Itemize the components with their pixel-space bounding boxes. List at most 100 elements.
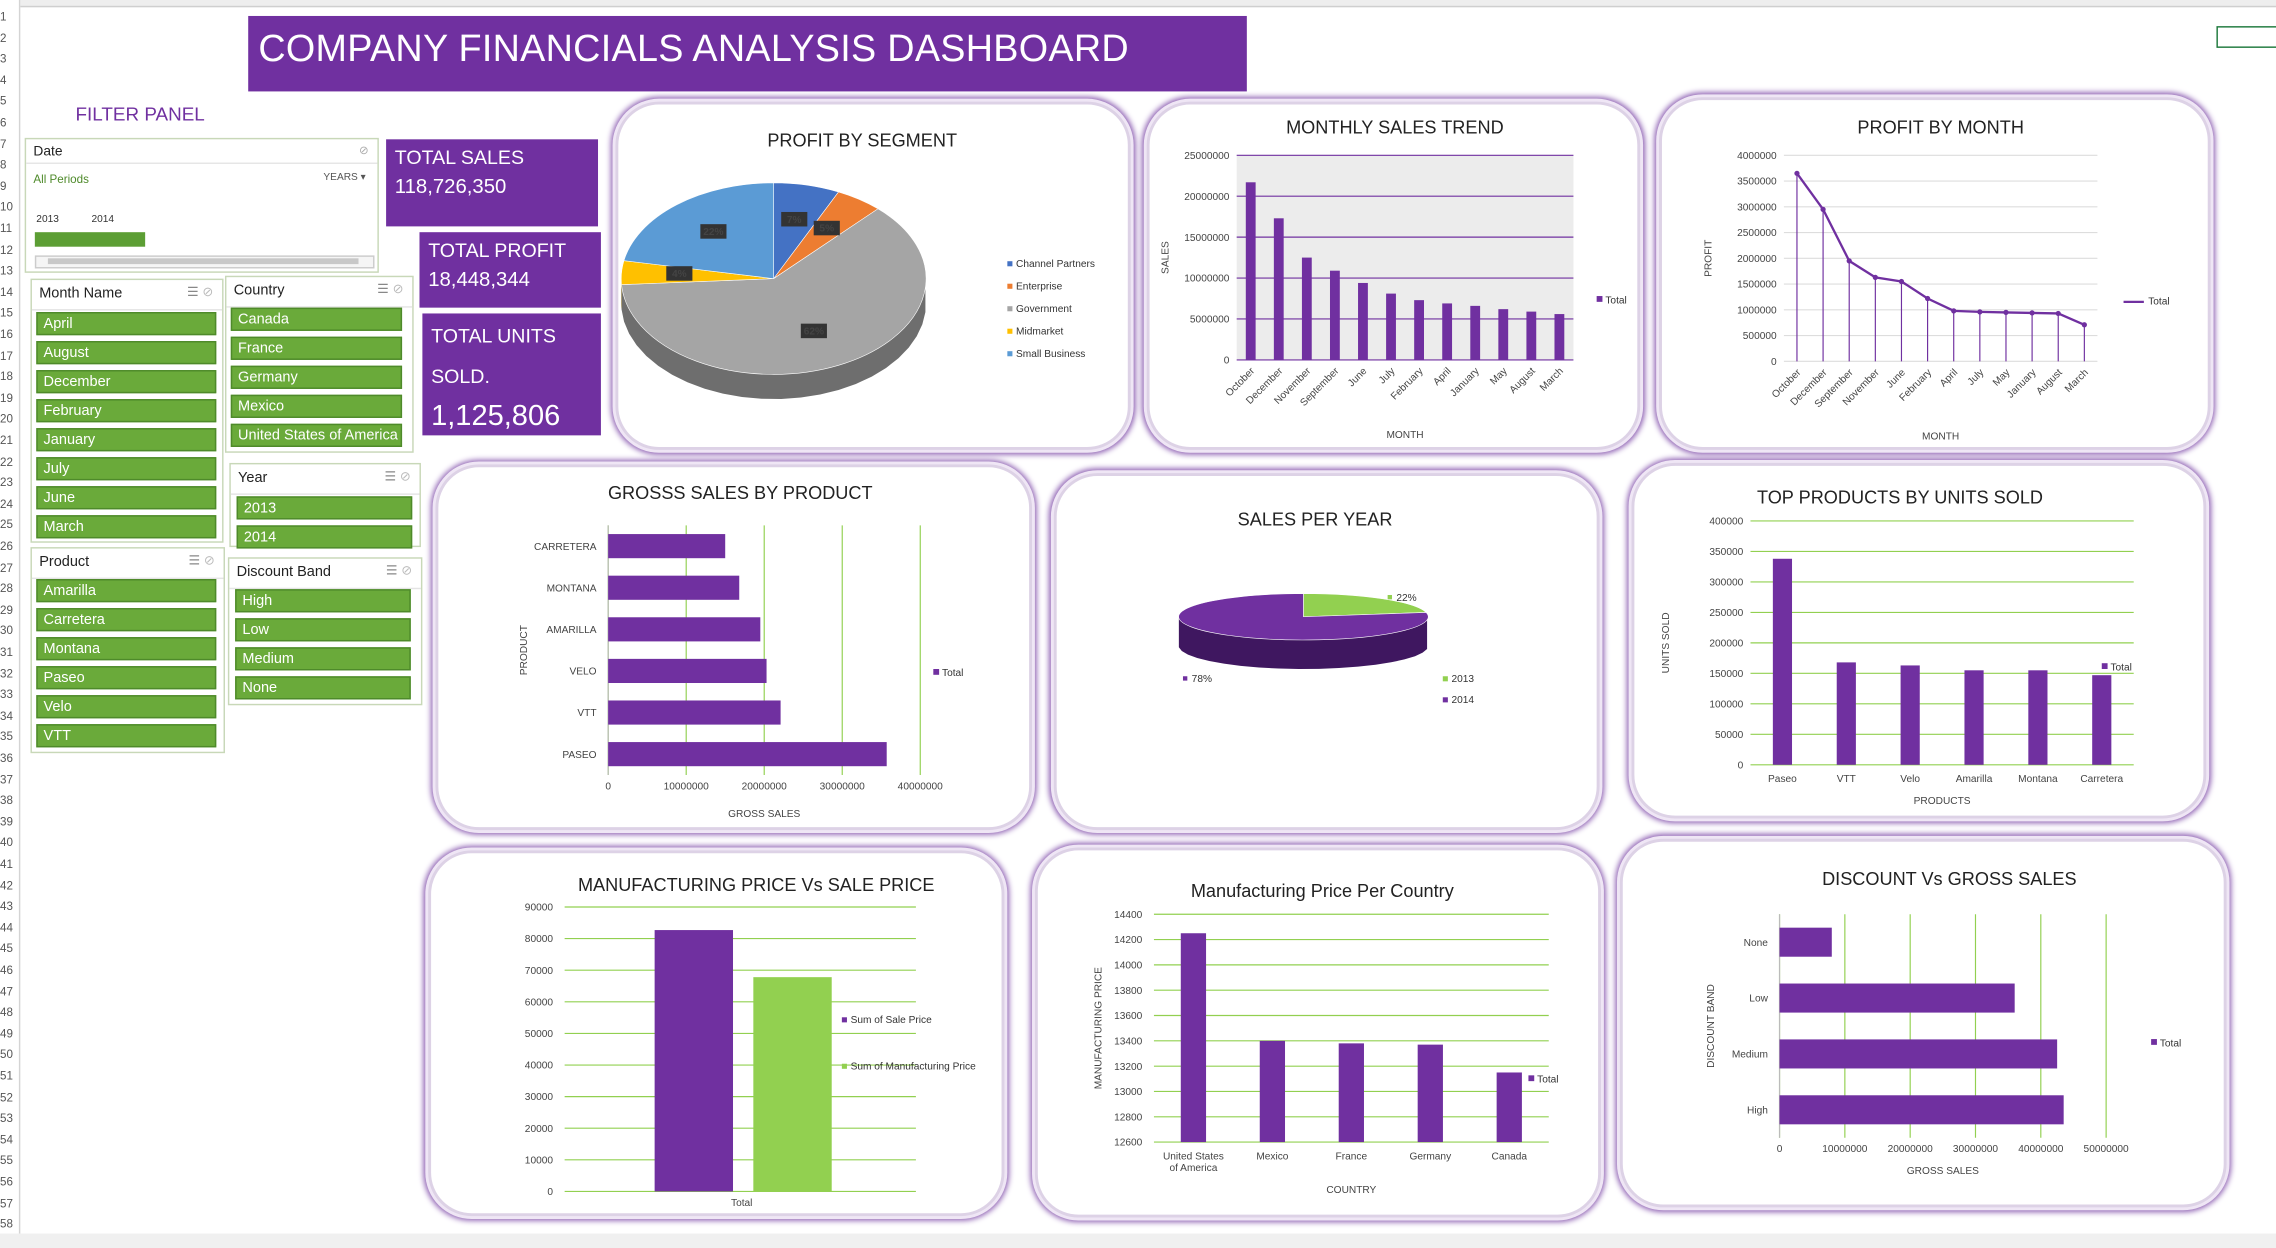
bar[interactable] [1442,303,1453,360]
pie-slice[interactable] [621,208,927,375]
slicer-discount-item[interactable]: Medium [235,647,411,671]
data-point[interactable] [2081,322,2087,328]
slicer-product-item[interactable]: VTT [36,724,217,748]
bar[interactable] [1836,662,1856,765]
clear-filter-icon[interactable]: ⊘ [202,284,214,299]
data-point[interactable] [2029,310,2035,316]
row-number[interactable]: 34 [0,709,13,723]
row-number[interactable]: 40 [0,836,13,850]
row-number[interactable]: 10 [0,200,13,214]
bar[interactable] [608,742,887,767]
row-number[interactable]: 57 [0,1196,13,1210]
bar[interactable] [608,534,726,559]
row-number[interactable]: 3 [0,52,7,66]
data-point[interactable] [1898,278,1905,285]
pie-slice[interactable] [623,182,774,279]
multi-select-icon[interactable]: ☰ [187,284,199,299]
bar[interactable] [1386,293,1396,360]
slicer-country-item[interactable]: Canada [230,307,403,331]
bar[interactable] [1259,1040,1286,1143]
row-number[interactable]: 24 [0,497,13,511]
row-number[interactable]: 28 [0,582,13,596]
data-point[interactable] [1794,170,1800,176]
row-number[interactable]: 39 [0,815,13,829]
row-number[interactable]: 22 [0,455,13,469]
row-number[interactable]: 12 [0,243,13,257]
data-point[interactable] [2003,309,2009,316]
row-number[interactable]: 44 [0,921,13,935]
bar[interactable] [1358,282,1368,360]
bar[interactable] [1526,311,1537,360]
clear-filter-icon[interactable]: ⊘ [358,143,369,157]
row-number[interactable]: 53 [0,1111,13,1125]
bar[interactable] [1417,1044,1443,1143]
row-number[interactable]: 41 [0,857,13,871]
row-number[interactable]: 17 [0,349,13,363]
slicer-year-item[interactable]: 2014 [236,525,413,549]
row-number[interactable]: 38 [0,794,13,808]
slicer-product-item[interactable]: Velo [36,695,217,719]
row-number[interactable]: 48 [0,1005,13,1020]
slicer-product-item[interactable]: Paseo [36,666,217,690]
bar[interactable] [608,617,761,642]
slicer-month-item[interactable]: March [36,515,217,539]
pie-slice[interactable] [1303,593,1427,618]
row-number[interactable]: 49 [0,1027,13,1041]
row-number[interactable]: 43 [0,900,13,914]
data-point[interactable] [2055,310,2061,317]
bar[interactable] [1329,270,1340,360]
row-number[interactable]: 18 [0,370,13,384]
row-number[interactable]: 52 [0,1090,13,1104]
row-number[interactable]: 23 [0,476,13,490]
row-number[interactable]: 50 [0,1048,13,1062]
pie-slice[interactable] [1178,593,1429,641]
slicer-year-item[interactable]: 2013 [236,496,413,520]
bar[interactable] [753,977,832,1192]
row-number[interactable]: 30 [0,624,13,638]
row-number[interactable]: 29 [0,603,13,617]
row-number[interactable]: 37 [0,772,13,786]
slicer-product-item[interactable]: Amarilla [36,579,217,603]
multi-select-icon[interactable]: ☰ [188,552,201,568]
bar[interactable] [1273,218,1284,360]
slicer-country-item[interactable]: United States of America [230,423,403,447]
bar[interactable] [1964,670,1984,765]
row-number[interactable]: 51 [0,1069,13,1083]
data-point[interactable] [1977,309,1983,315]
slicer-month-item[interactable]: April [36,312,217,336]
bar[interactable] [1779,1039,2058,1069]
slicer-discount-item[interactable]: High [235,589,411,613]
row-number[interactable]: 7 [0,137,7,151]
row-number[interactable]: 27 [0,561,13,575]
row-number[interactable]: 56 [0,1175,13,1189]
row-number[interactable]: 25 [0,518,13,532]
data-point[interactable] [1820,206,1826,212]
row-number[interactable]: 31 [0,645,13,659]
bar[interactable] [1779,927,1832,957]
row-number[interactable]: 8 [0,158,7,172]
bar[interactable] [2092,675,2112,765]
row-number[interactable]: 58 [0,1217,13,1231]
slicer-discount-item[interactable]: Low [235,618,411,642]
row-number[interactable]: 45 [0,942,13,956]
row-number[interactable]: 46 [0,963,13,977]
row-number[interactable]: 32 [0,666,13,681]
bar[interactable] [2028,670,2048,765]
row-number[interactable]: 54 [0,1133,13,1147]
row-number[interactable]: 19 [0,391,13,405]
row-number[interactable]: 6 [0,116,7,130]
row-number[interactable]: 36 [0,751,13,765]
bar[interactable] [608,575,740,600]
row-number[interactable]: 1 [0,10,7,24]
bar[interactable] [1301,257,1312,360]
slicer-month-item[interactable]: December [36,370,217,394]
date-timeline[interactable]: Date ⊘ All Periods YEARS ▾ 2013 2014 [24,137,379,273]
slicer-product-item[interactable]: Montana [36,637,217,661]
row-number[interactable]: 9 [0,179,7,193]
slicer-discount-item[interactable]: None [235,676,411,700]
slicer-country-item[interactable]: Germany [230,365,403,389]
bar[interactable] [1470,305,1481,360]
bar[interactable] [1180,933,1207,1143]
timeline-level-dropdown[interactable]: YEARS ▾ [323,171,365,183]
data-point[interactable] [1951,308,1957,314]
